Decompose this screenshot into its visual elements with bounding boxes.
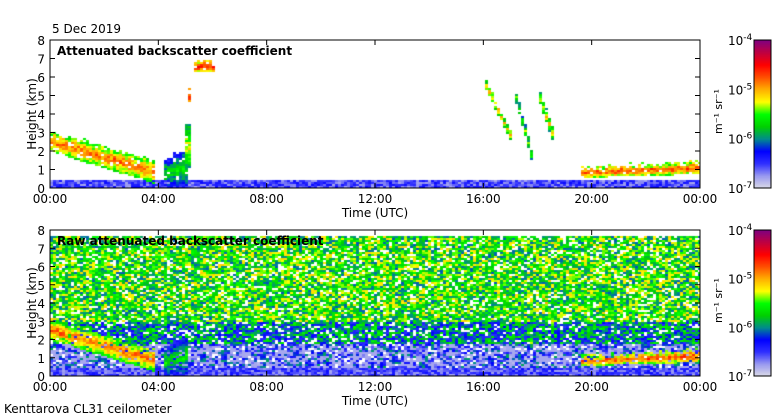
x-tick-label: 00:00 (33, 380, 68, 394)
y-tick-label: 0 (37, 370, 45, 384)
colorbar-unit-label: m⁻¹ sr⁻¹ (712, 89, 725, 134)
y-tick-label: 4 (37, 297, 45, 311)
x-tick-label: 00:00 (33, 192, 68, 206)
colorbar-frame (753, 39, 772, 189)
y-tick-label: 3 (37, 127, 45, 141)
x-tick-label: 20:00 (574, 192, 609, 206)
plot-frame (49, 39, 701, 189)
y-tick-label: 5 (37, 279, 45, 293)
x-tick-label: 12:00 (358, 192, 393, 206)
y-axis-label: Height (km) (25, 267, 39, 338)
colorbar-tick-label: 10-6 (728, 320, 753, 335)
panel2-heatmap (50, 230, 700, 376)
x-tick-label: 12:00 (358, 380, 393, 394)
colorbar-tick-label: 10-5 (728, 82, 752, 97)
colorbar-tick-label: 10-5 (728, 272, 752, 287)
y-tick-label: 6 (37, 261, 45, 275)
y-tick-label: 3 (37, 315, 45, 329)
y-tick-label: 7 (37, 53, 45, 67)
x-tick-label: 16:00 (466, 380, 501, 394)
panel-title: Attenuated backscatter coefficient (57, 44, 292, 58)
panel-title: Raw attenuated backscatter coefficient (57, 234, 324, 248)
plot-frame (49, 229, 701, 377)
colorbar-tick-label: 10-4 (728, 223, 753, 238)
colorbar-tick-label: 10-4 (728, 33, 753, 48)
y-tick-label: 2 (37, 145, 45, 159)
y-axis-label: Height (km) (25, 78, 39, 149)
y-tick-label: 6 (37, 71, 45, 85)
x-tick-label: 00:00 (683, 192, 718, 206)
panel1-colorbar (754, 40, 771, 188)
x-tick-label: 20:00 (574, 380, 609, 394)
y-tick-label: 8 (37, 224, 45, 238)
x-tick-label: 00:00 (683, 380, 718, 394)
y-tick-label: 1 (37, 352, 45, 366)
x-axis-label: Time (UTC) (341, 394, 408, 408)
y-tick-label: 7 (37, 242, 45, 256)
x-tick-label: 08:00 (249, 380, 284, 394)
colorbar-tick-label: 10-7 (728, 369, 752, 384)
panel2-colorbar (754, 230, 771, 376)
y-tick-label: 8 (37, 34, 45, 48)
x-tick-label: 04:00 (141, 380, 176, 394)
x-axis-label: Time (UTC) (341, 206, 408, 220)
x-tick-label: 04:00 (141, 192, 176, 206)
y-tick-label: 0 (37, 182, 45, 196)
colorbar-unit-label: m⁻¹ sr⁻¹ (712, 278, 725, 323)
colorbar-tick-label: 10-6 (728, 132, 753, 147)
colorbar-tick-label: 10-7 (728, 181, 752, 196)
y-tick-label: 2 (37, 334, 45, 348)
instrument-label: Kenttarova CL31 ceilometer (4, 402, 172, 416)
colorbar-frame (753, 229, 772, 377)
y-tick-label: 1 (37, 164, 45, 178)
date-label: 5 Dec 2019 (52, 22, 122, 36)
y-tick-label: 4 (37, 108, 45, 122)
y-tick-label: 5 (37, 90, 45, 104)
x-tick-label: 08:00 (249, 192, 284, 206)
x-tick-label: 16:00 (466, 192, 501, 206)
panel1-heatmap (50, 40, 700, 188)
